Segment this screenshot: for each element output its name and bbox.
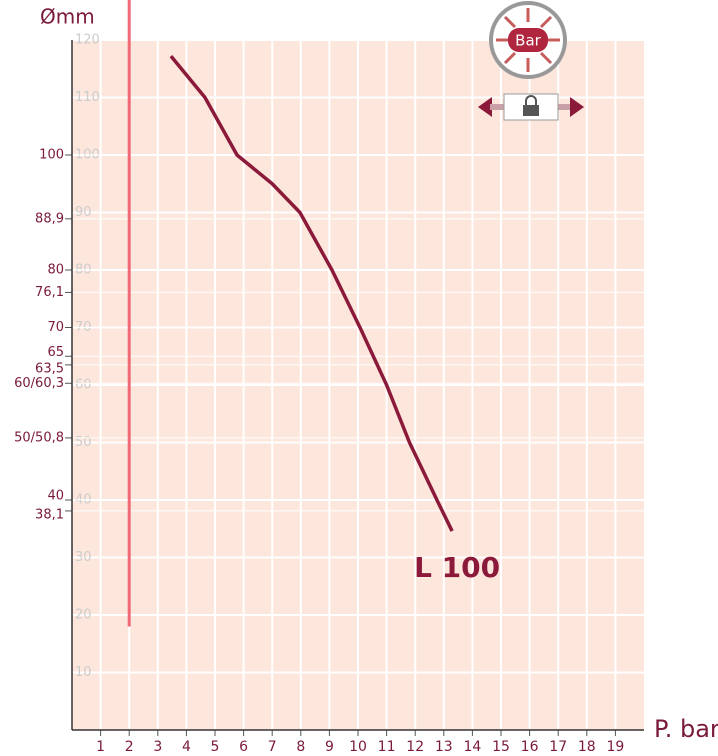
pressure-badge: Bar	[478, 1, 584, 121]
badge-label: Bar	[515, 32, 541, 50]
y-tick-label: 63,5	[35, 361, 64, 376]
x-tick-label: 13	[435, 739, 453, 755]
x-tick-label: 1	[96, 739, 105, 755]
x-tick-label: 4	[182, 739, 191, 755]
curve	[169, 54, 454, 532]
x-tick-label: 11	[378, 739, 396, 755]
y-inner-tick-label: 120	[75, 33, 100, 48]
y-inner-tick-label: 90	[75, 205, 92, 220]
x-tick-label: 7	[268, 739, 277, 755]
x-axis-label: P. bar	[654, 715, 718, 743]
y-inner-tick-label: 110	[75, 90, 100, 105]
x-tick-label: 8	[296, 739, 305, 755]
y-tick-label: 76,1	[35, 285, 64, 300]
y-tick-label: 88,9	[35, 211, 64, 226]
y-inner-tick-label: 60	[75, 378, 92, 393]
y-tick-label: 60/60,3	[14, 376, 64, 391]
x-tick-label: 14	[463, 739, 481, 755]
x-tick-label: 15	[492, 739, 510, 755]
y-inner-tick-label: 20	[75, 608, 92, 623]
y-tick-label: 50/50,8	[14, 430, 64, 445]
x-tick-label: 6	[239, 739, 248, 755]
y-tick-label: 100	[39, 148, 64, 163]
x-tick-label: 12	[406, 739, 424, 755]
x-tick-label: 10	[349, 739, 367, 755]
x-tick-label: 9	[325, 739, 334, 755]
series-label: L 100	[414, 551, 500, 584]
y-tick-label: 70	[47, 320, 64, 335]
y-tick-label: 80	[47, 263, 64, 278]
x-tick-label: 2	[125, 739, 134, 755]
x-tick-label: 17	[549, 739, 567, 755]
x-tick-label: 16	[521, 739, 539, 755]
x-tick-label: 19	[606, 739, 624, 755]
y-tick-label: 40	[47, 489, 64, 504]
x-tick-label: 5	[211, 739, 220, 755]
y-tick-label: 65	[47, 345, 64, 360]
x-tick-label: 18	[578, 739, 596, 755]
x-tick-label: 3	[153, 739, 162, 755]
y-inner-tick-label: 10	[75, 665, 92, 680]
y-axis-label: Ømm	[40, 5, 95, 29]
y-inner-tick-label: 30	[75, 550, 92, 565]
y-tick-label: 38,1	[35, 507, 64, 522]
y-inner-tick-label: 50	[75, 435, 92, 450]
